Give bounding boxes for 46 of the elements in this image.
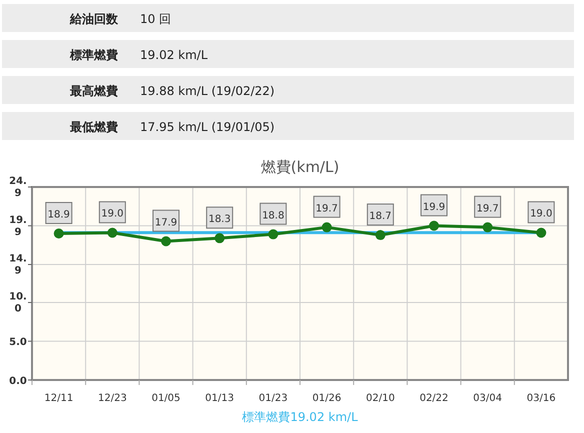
point (268, 229, 278, 240)
x-tick-label: 01/05 (152, 393, 180, 404)
point (482, 222, 493, 232)
data-label: 18.3 (208, 214, 231, 226)
text: 10 回 (140, 12, 172, 26)
text: 19.02 km/L (140, 48, 208, 62)
chart-title: 燃費(km/L) (260, 158, 340, 176)
point (429, 220, 439, 231)
x-tick-label: 01/13 (205, 393, 234, 404)
point (54, 228, 64, 239)
point (375, 230, 386, 240)
y-tick-label: 0.0 (9, 376, 27, 387)
point (107, 228, 118, 238)
data-label: 19.0 (101, 208, 124, 220)
point (214, 233, 225, 244)
point (322, 222, 332, 232)
x-tick-label: 02/10 (366, 393, 395, 404)
text: 最高燃費 (69, 84, 118, 98)
ref-line-label: 標準燃費19.02 km/L (242, 410, 358, 424)
x-tick-label: 12/11 (44, 393, 74, 404)
x-tick-label: 01/23 (258, 393, 288, 404)
text: 17.95 km/L (19/01/05) (140, 120, 275, 134)
x-tick-label: 03/04 (473, 393, 502, 404)
data-label: 18.9 (48, 210, 70, 221)
text: 最低燃費 (69, 120, 118, 134)
text: 19.88 km/L (19/02/22) (140, 84, 275, 98)
data-label: 19.7 (316, 203, 338, 214)
data-label: 19.0 (530, 208, 552, 220)
data-label: 18.8 (262, 210, 284, 222)
text: 給油回数 (69, 12, 119, 26)
x-tick-label: 02/22 (420, 393, 448, 404)
y-tick-label: 5.0 (9, 337, 27, 348)
y-tick-label: 19. 9 (9, 214, 27, 238)
data-label: 18.7 (369, 211, 392, 222)
point (536, 228, 546, 238)
x-tick-label: 12/23 (98, 393, 127, 404)
point (161, 236, 171, 246)
y-tick-label: 14. 9 (9, 254, 27, 277)
y-tick-label: 10.0 (9, 291, 27, 314)
x-tick-label: 03/16 (526, 393, 556, 404)
data-label: 17.9 (154, 217, 178, 228)
y-tick-label: 24. 9 (9, 176, 27, 199)
data-label: 19.9 (422, 202, 446, 213)
x-tick-label: 01/26 (312, 393, 342, 404)
data-label: 19.7 (476, 203, 499, 214)
text: 標準燃費 (69, 48, 118, 62)
